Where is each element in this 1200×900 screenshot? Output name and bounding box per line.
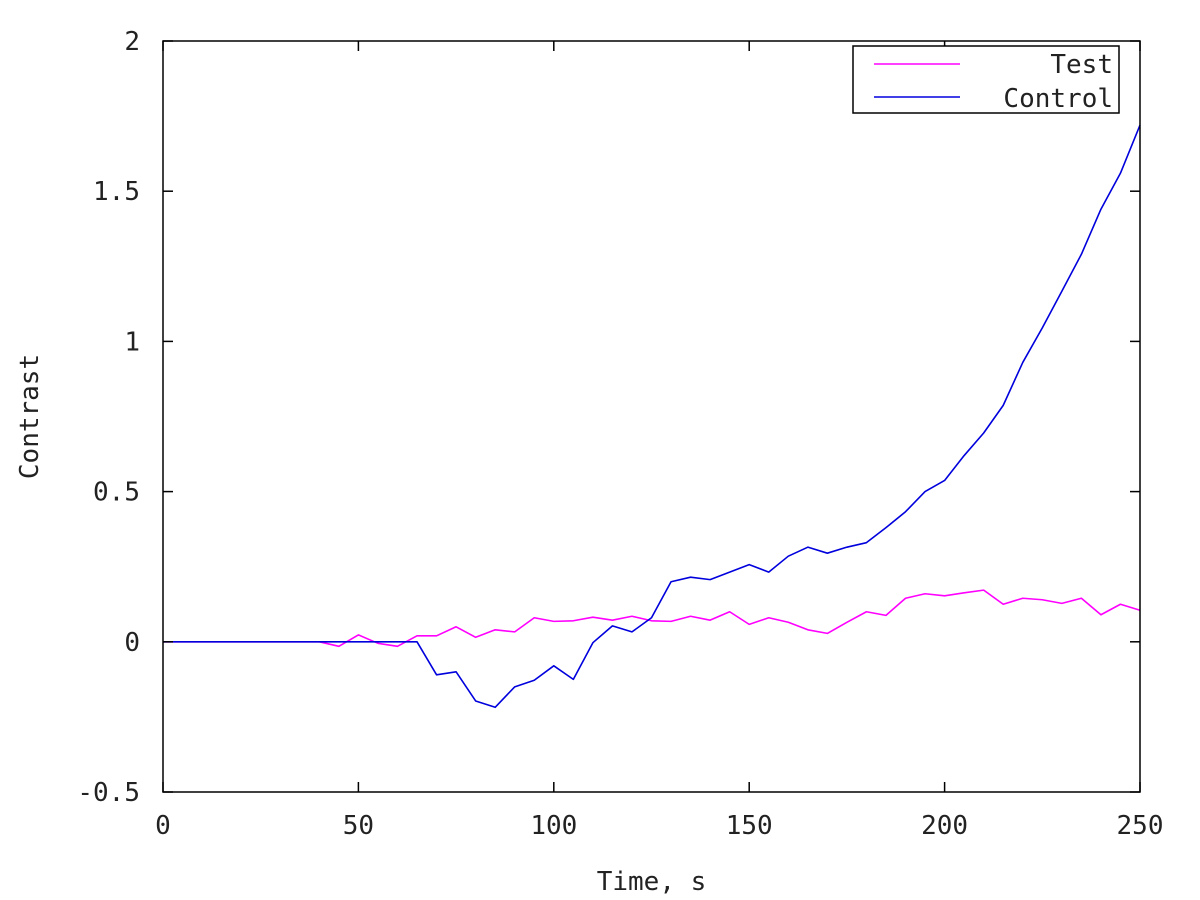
- x-tick-label: 0: [155, 811, 171, 841]
- x-tick-label: 150: [726, 811, 773, 841]
- y-tick-label: 0.5: [93, 478, 140, 508]
- y-tick-label: 1: [124, 327, 140, 357]
- legend-label-test: Test: [1050, 50, 1113, 80]
- series-line-test: [163, 589, 1141, 648]
- x-tick-label: 250: [1117, 811, 1164, 841]
- y-axis-title: Contrast: [15, 354, 45, 479]
- y-tick-label: 1.5: [93, 177, 140, 207]
- y-tick-label: -0.5: [77, 778, 140, 808]
- axis-ticks: [162, 40, 1141, 793]
- x-axis-title: Time, s: [597, 867, 707, 897]
- y-tick-label: 2: [124, 27, 140, 57]
- legend-label-control: Control: [1003, 84, 1113, 114]
- legend-box: [852, 45, 1120, 114]
- series-line-control: [163, 124, 1141, 709]
- y-tick-label: 0: [124, 628, 140, 658]
- legend: Test Control: [852, 45, 1120, 114]
- series-layer: [163, 124, 1141, 709]
- x-tick-label: 100: [530, 811, 577, 841]
- axis-tick-labels: 0 50 100 150 200 250 -0.5 0 0.5 1 1.5 2: [77, 27, 1163, 841]
- x-tick-label: 200: [921, 811, 968, 841]
- plot-frame: [162, 40, 1141, 793]
- x-tick-label: 50: [343, 811, 374, 841]
